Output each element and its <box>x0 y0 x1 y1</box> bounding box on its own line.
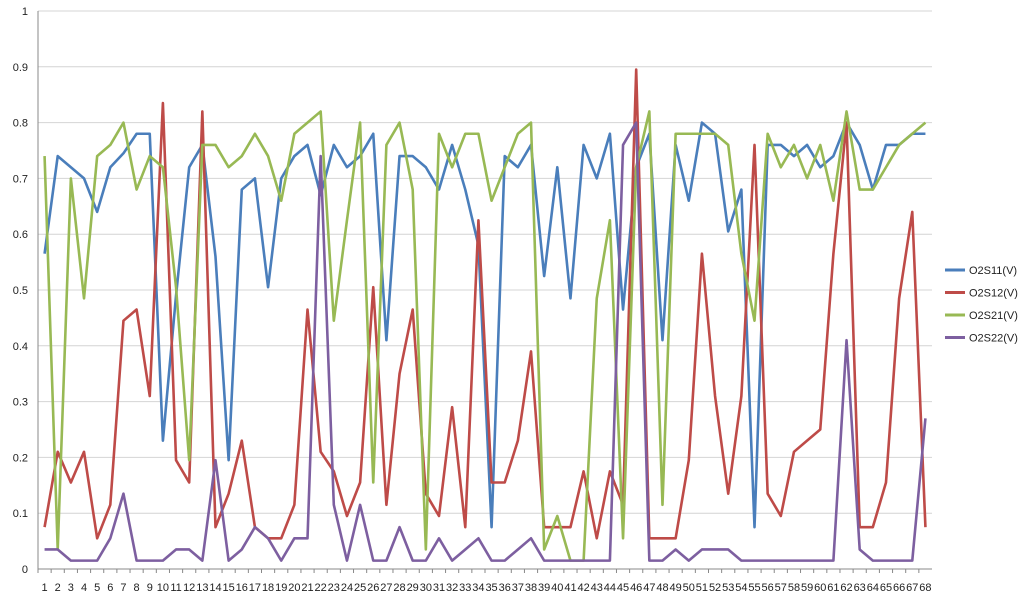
x-tick-label: 35 <box>485 582 497 594</box>
x-tick-label: 62 <box>840 582 852 594</box>
x-tick-label: 45 <box>617 582 629 594</box>
x-tick-label: 63 <box>854 582 866 594</box>
x-tick-label: 27 <box>380 582 392 594</box>
y-tick-label: 0.8 <box>13 118 28 130</box>
x-tick-label: 13 <box>196 582 208 594</box>
x-tick-label: 37 <box>512 582 524 594</box>
x-tick-label: 59 <box>801 582 813 594</box>
gridlines <box>37 10 932 570</box>
x-tick-label: 2 <box>55 582 61 594</box>
x-tick-label: 15 <box>223 582 235 594</box>
x-tick-label: 10 <box>157 582 169 594</box>
x-tick-label: 24 <box>341 582 353 594</box>
x-tick-label: 16 <box>236 582 248 594</box>
series-line-3 <box>43 110 927 562</box>
y-tick-label: 0 <box>22 564 28 576</box>
x-tick-label: 23 <box>328 582 340 594</box>
y-tick-label: 0.4 <box>13 341 28 353</box>
y-tick-label: 0.5 <box>13 285 28 297</box>
x-tick-label: 18 <box>262 582 274 594</box>
series-lines <box>43 68 927 562</box>
x-tick-label: 14 <box>209 582 221 594</box>
x-tick-label: 34 <box>472 582 484 594</box>
x-tick-label: 47 <box>643 582 655 594</box>
y-tick-label: 0.1 <box>13 508 28 520</box>
x-tick-label: 38 <box>525 582 537 594</box>
legend-label-4: O2S22(V) <box>969 333 1018 345</box>
x-tick-label: 61 <box>827 582 839 594</box>
x-tick-label: 65 <box>880 582 892 594</box>
x-tick-label: 29 <box>407 582 419 594</box>
x-tick-label: 31 <box>433 582 445 594</box>
x-tick-label: 25 <box>354 582 366 594</box>
x-tick-label: 68 <box>919 582 931 594</box>
x-tick-label: 40 <box>551 582 563 594</box>
x-tick-label: 30 <box>420 582 432 594</box>
legend: O2S11(V) O2S12(V) O2S21(V) O2S22(V) <box>945 265 1018 345</box>
x-tick-label: 8 <box>134 582 140 594</box>
x-tick-label: 50 <box>683 582 695 594</box>
x-tick-label: 17 <box>249 582 261 594</box>
x-tick-label: 32 <box>446 582 458 594</box>
series-line-4 <box>44 121 927 562</box>
x-tick-label: 52 <box>709 582 721 594</box>
x-tick-label: 39 <box>538 582 550 594</box>
x-tick-label: 48 <box>656 582 668 594</box>
x-tick-label: 12 <box>183 582 195 594</box>
x-axis-ticks: 1 2 3 4 5 6 7 8 9 10 11 12 13 14 15 16 17 18 19 20 21 22 23 24 2… <box>37 569 932 594</box>
x-tick-label: 57 <box>775 582 787 594</box>
y-tick-label: 1 <box>22 6 28 18</box>
x-tick-label: 7 <box>120 582 126 594</box>
x-tick-label: 11 <box>170 582 181 594</box>
x-tick-label: 33 <box>459 582 471 594</box>
x-tick-label: 66 <box>893 582 905 594</box>
series-line-1 <box>43 121 926 529</box>
y-tick-label: 0.2 <box>13 452 28 464</box>
legend-label-3: O2S21(V) <box>969 310 1018 322</box>
y-tick-label: 0.3 <box>13 397 28 409</box>
x-tick-label: 67 <box>906 582 918 594</box>
x-tick-label: 58 <box>788 582 800 594</box>
x-tick-label: 54 <box>735 582 747 594</box>
legend-label-2: O2S12(V) <box>969 288 1018 300</box>
x-tick-label: 36 <box>499 582 511 594</box>
x-tick-label: 56 <box>762 582 774 594</box>
x-tick-label: 49 <box>670 582 682 594</box>
x-tick-label: 9 <box>147 582 153 594</box>
y-axis-ticks: 0 0.1 0.2 0.3 0.4 0.5 0.6 0.7 0.8 0.9 1 <box>13 6 28 576</box>
x-tick-label: 19 <box>275 582 287 594</box>
x-tick-label: 42 <box>577 582 589 594</box>
x-tick-label: 46 <box>630 582 642 594</box>
y-tick-label: 0.9 <box>13 62 28 74</box>
x-tick-label: 21 <box>301 582 313 594</box>
x-tick-label: 41 <box>564 582 576 594</box>
x-tick-label: 28 <box>393 582 405 594</box>
x-tick-label: 6 <box>107 582 113 594</box>
x-tick-label: 4 <box>81 582 87 594</box>
x-tick-label: 22 <box>315 582 327 594</box>
x-tick-label: 51 <box>696 582 708 594</box>
x-tick-label: 64 <box>867 582 879 594</box>
x-tick-label: 55 <box>748 582 760 594</box>
x-tick-label: 53 <box>722 582 734 594</box>
x-tick-label: 3 <box>68 582 74 594</box>
x-tick-label: 26 <box>367 582 379 594</box>
x-tick-label: 43 <box>591 582 603 594</box>
legend-label-1: O2S11(V) <box>969 265 1017 277</box>
x-tick-label: 60 <box>814 582 826 594</box>
x-tick-label: 44 <box>604 582 616 594</box>
x-tick-label: 1 <box>42 582 48 594</box>
x-tick-label: 5 <box>94 582 100 594</box>
x-tick-label: 20 <box>288 582 300 594</box>
y-tick-label: 0.6 <box>13 229 28 241</box>
y-tick-label: 0.7 <box>13 173 28 185</box>
